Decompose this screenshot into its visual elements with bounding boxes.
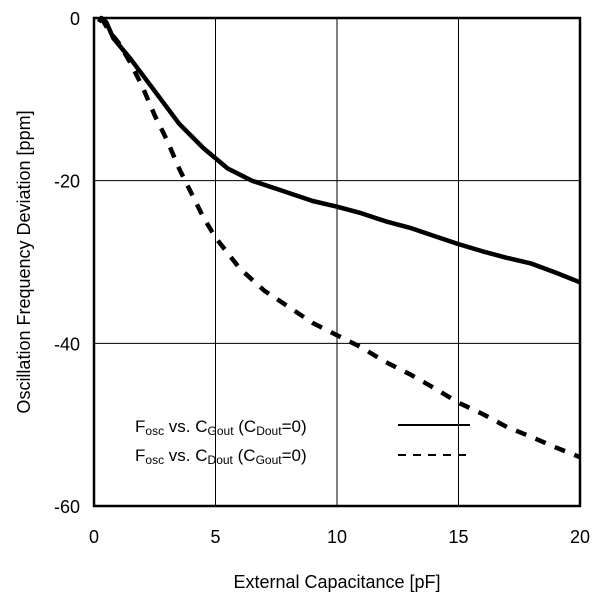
x-tick-label: 0 [89, 527, 99, 547]
legend-1-sub3: Dout [256, 424, 282, 438]
legend-2-sub2: Dout [208, 453, 234, 467]
legend-1-sub: osc [145, 424, 164, 438]
legend-1-main: F [135, 417, 145, 436]
x-tick-label: 5 [210, 527, 220, 547]
legend-1-vs: vs. C [164, 417, 207, 436]
legend: Fosc vs. CGout (CDout=0) Fosc vs. CDout … [135, 417, 470, 467]
series-line-2 [99, 16, 581, 460]
legend-1-cond-close: =0) [282, 417, 307, 436]
y-tick-label: -40 [54, 334, 80, 354]
legend-entry-2: Fosc vs. CDout (CGout=0) [135, 446, 307, 467]
legend-1-cond-open: (C [234, 417, 257, 436]
x-tick-label: 10 [327, 527, 347, 547]
legend-2-vs: vs. C [164, 446, 207, 465]
legend-2-main: F [135, 446, 145, 465]
x-axis-title: External Capacitance [pF] [233, 572, 440, 592]
y-tick-label: -20 [54, 172, 80, 192]
legend-2-sub: osc [145, 453, 164, 467]
legend-2-cond-close: =0) [282, 446, 307, 465]
legend-2-sub3: Gout [256, 453, 283, 467]
series-layer [96, 15, 581, 460]
tick-labels: 0 5 10 15 20 0 -20 -40 -60 [54, 9, 590, 547]
y-tick-label: -60 [54, 497, 80, 517]
plot-frame [92, 16, 582, 508]
legend-1-sub2: Gout [208, 424, 235, 438]
y-axis-title: Oscillation Frequency Deviation [ppm] [14, 110, 34, 413]
y-tick-label: 0 [70, 9, 80, 29]
series-line-1 [96, 15, 581, 285]
legend-2-cond-open: (C [233, 446, 256, 465]
legend-entry-1: Fosc vs. CGout (CDout=0) [135, 417, 307, 438]
x-tick-label: 15 [448, 527, 468, 547]
x-tick-label: 20 [570, 527, 590, 547]
